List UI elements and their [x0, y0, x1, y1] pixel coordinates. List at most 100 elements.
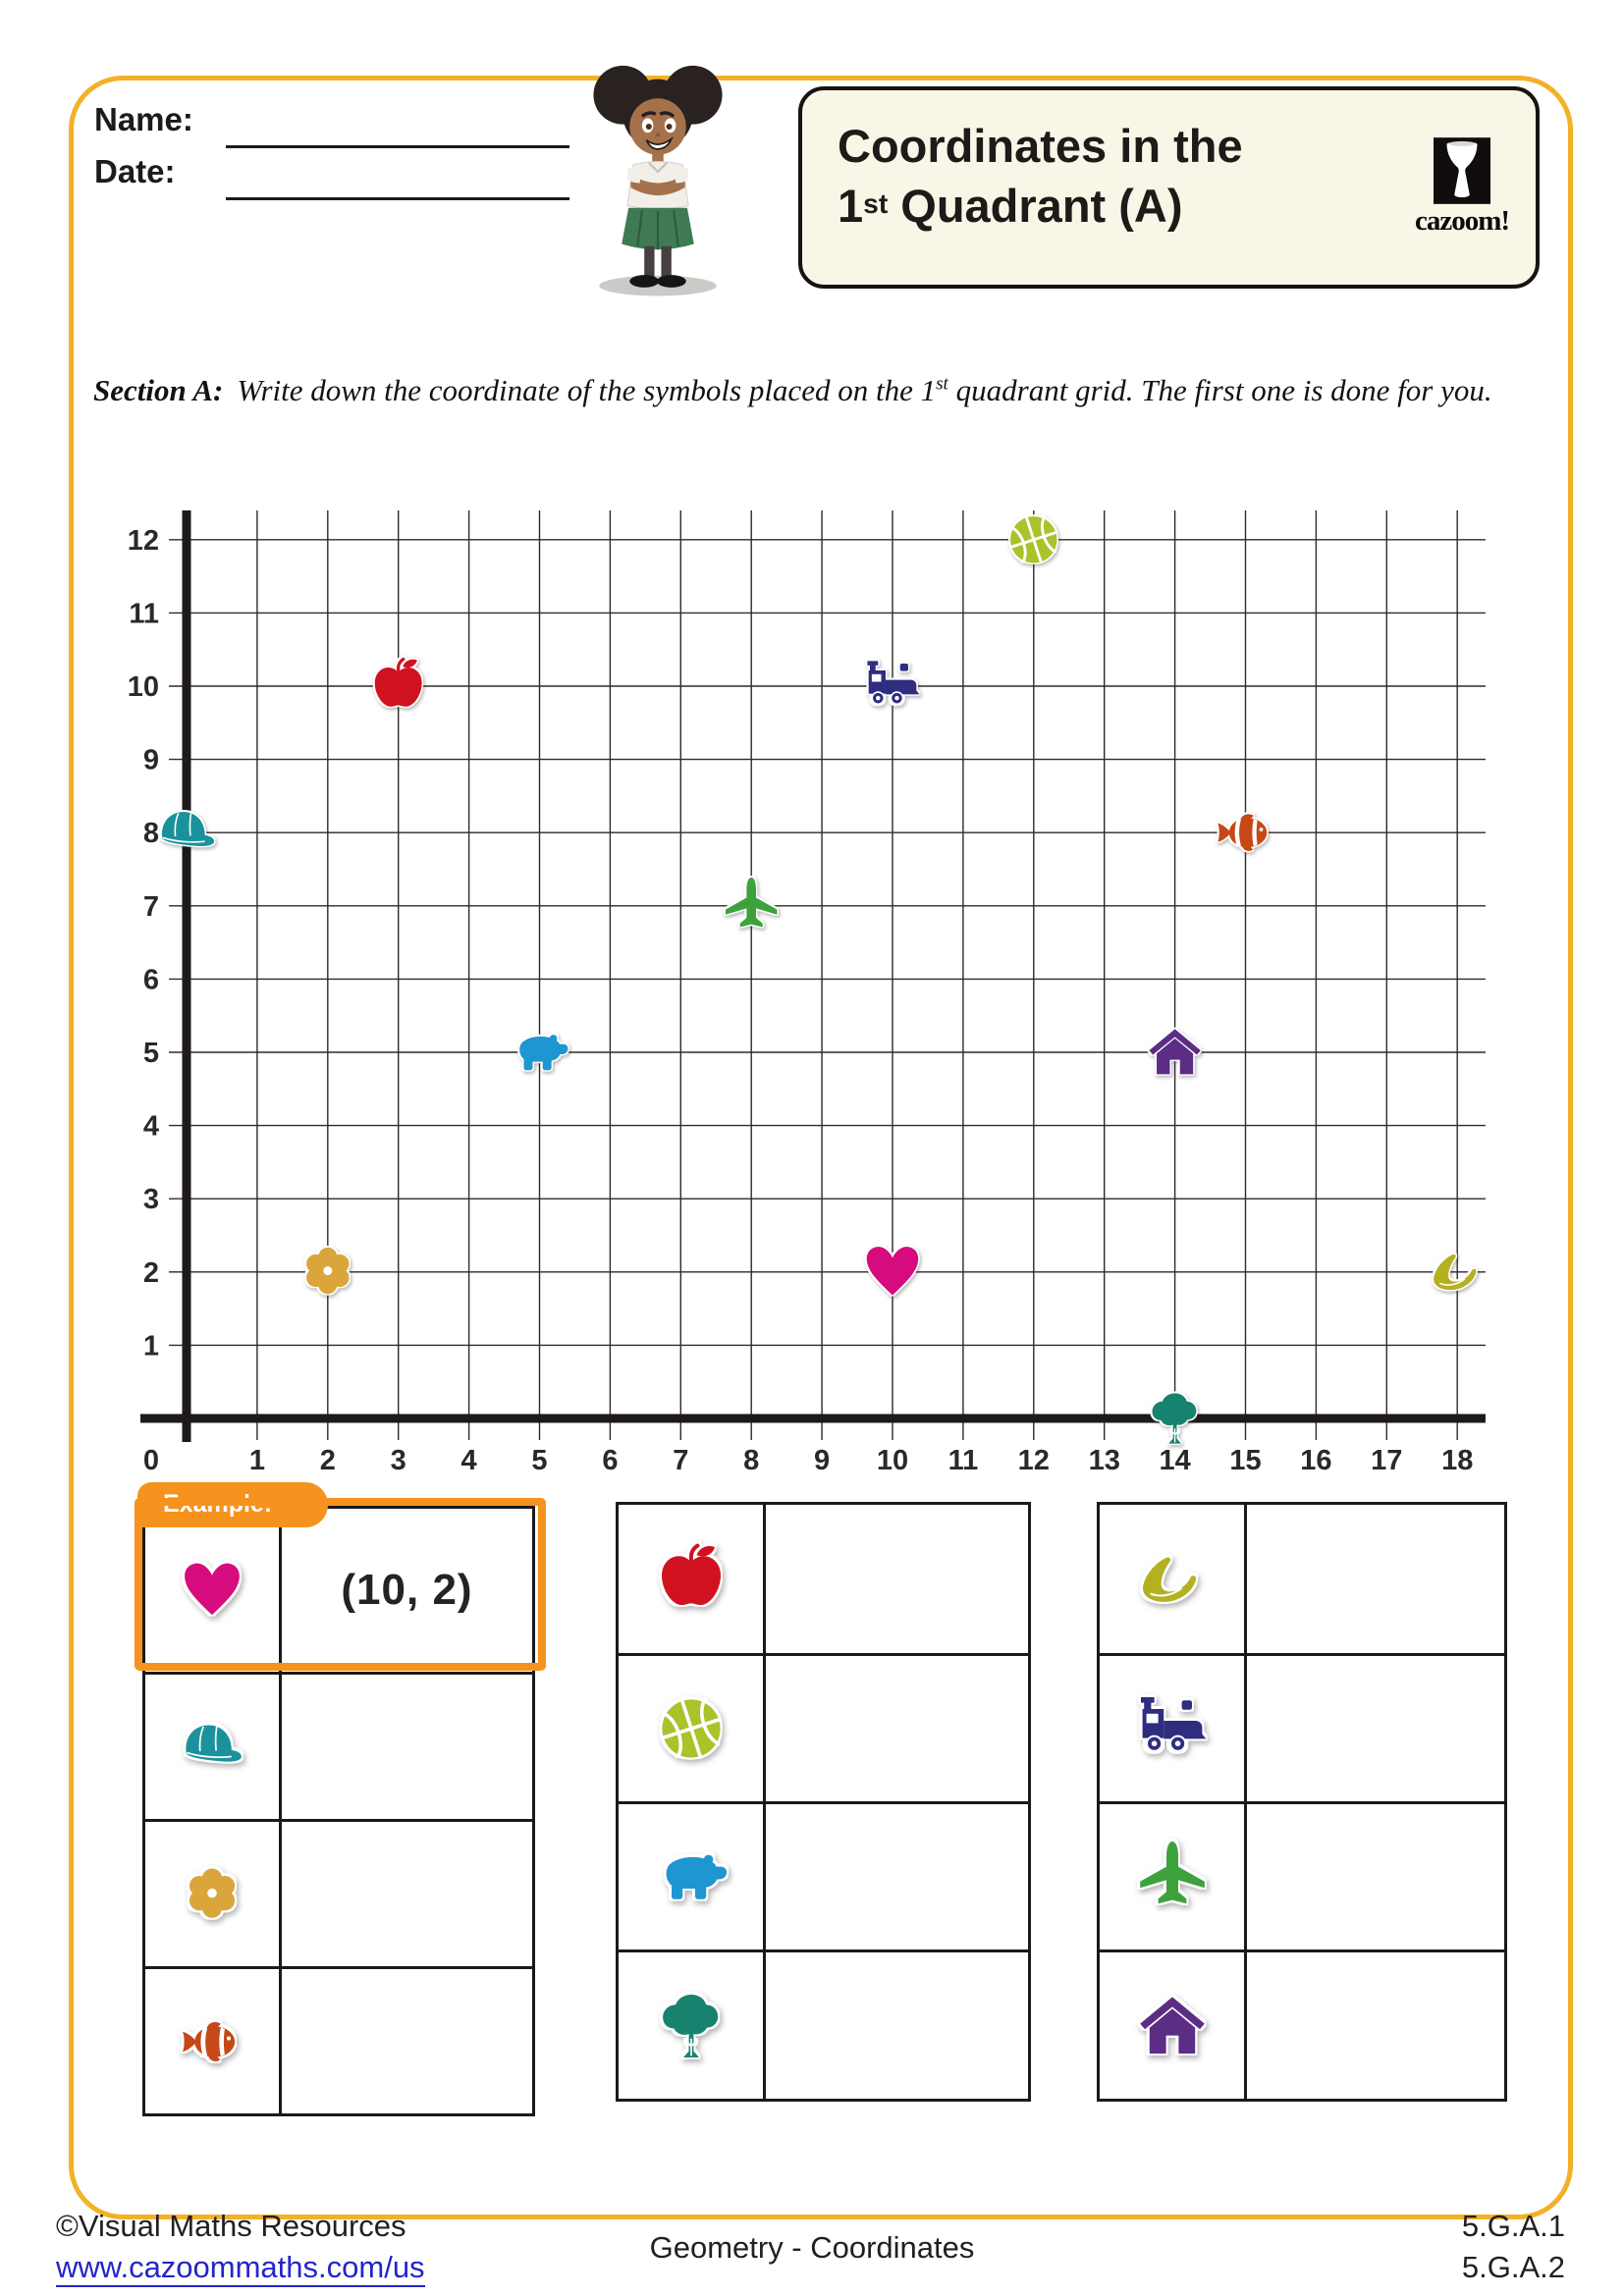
grid-symbol-train: [867, 661, 920, 706]
grid-symbol-cap: [161, 812, 215, 846]
table-row: [619, 1653, 1028, 1801]
answer-table-2: [616, 1502, 1031, 2102]
table-row: [145, 1819, 532, 1966]
clownfish-icon: [183, 2021, 236, 2061]
grid-symbol-flower: [306, 1247, 350, 1295]
grid-symbol-clownfish: [1218, 814, 1268, 852]
svg-text:18: 18: [1441, 1445, 1473, 1476]
table-row-example: (10, 2): [145, 1509, 532, 1672]
grid-symbol-airplane: [725, 878, 778, 928]
name-input-line[interactable]: [226, 145, 569, 148]
answer-cell-basketball[interactable]: [766, 1656, 1028, 1801]
symbol-cell-basketball: [619, 1656, 766, 1801]
grid-symbol-basketball: [1010, 516, 1057, 563]
svg-text:6: 6: [602, 1445, 618, 1476]
footer-standard-1: 5.G.A.1: [1461, 2209, 1565, 2243]
svg-text:8: 8: [143, 818, 159, 849]
cazoom-drum-icon: [1434, 137, 1490, 204]
table-row: [619, 1801, 1028, 1949]
symbol-cell-cap: [145, 1675, 282, 1819]
coordinate-grid: 0 1 2 3 4 5 6 7 8 9 10 11 12 13 14 15 16 17 18 1 2 3 4 5 6 7 8 9 10 1…: [74, 457, 1497, 1503]
answer-table-3: [1097, 1502, 1507, 2102]
symbol-cell-tree: [619, 1952, 766, 2099]
house-icon: [1139, 1996, 1205, 2054]
svg-text:0: 0: [143, 1445, 159, 1476]
section-a-label: Section A:: [93, 373, 224, 407]
answer-table-1: (10, 2): [142, 1506, 535, 2116]
answer-cell-bananas[interactable]: [1247, 1505, 1504, 1653]
answer-cell-flower[interactable]: [282, 1822, 532, 1966]
svg-text:5: 5: [531, 1445, 547, 1476]
grid-symbol-bear: [519, 1035, 568, 1071]
svg-text:4: 4: [143, 1111, 159, 1143]
date-label: Date:: [94, 153, 176, 189]
cazoom-logo: cazoom!: [1410, 137, 1514, 238]
cap-icon: [186, 1725, 242, 1762]
footer-copyright: ©Visual Maths Resources: [56, 2209, 406, 2243]
cazoom-logo-text: cazoom!: [1414, 205, 1510, 237]
grid-symbol-house: [1149, 1029, 1201, 1075]
name-label: Name:: [94, 101, 193, 137]
svg-text:13: 13: [1089, 1445, 1120, 1476]
svg-text:9: 9: [814, 1445, 830, 1476]
answer-cell-clownfish[interactable]: [282, 1969, 532, 2113]
table-row: [1100, 1505, 1504, 1653]
table-row: [1100, 1801, 1504, 1949]
answer-cell-apple[interactable]: [766, 1505, 1028, 1653]
svg-text:7: 7: [673, 1445, 688, 1476]
answer-cell-house[interactable]: [1247, 1952, 1504, 2099]
bear-icon: [666, 1854, 727, 1899]
footer-topic: Geometry - Coordinates: [649, 2230, 975, 2265]
page-border-frame: [69, 76, 1573, 2219]
svg-text:12: 12: [128, 525, 159, 557]
heart-icon: [185, 1563, 240, 1616]
svg-text:17: 17: [1371, 1445, 1402, 1476]
symbol-cell-heart: [145, 1509, 282, 1672]
svg-text:2: 2: [143, 1257, 159, 1289]
flower-icon: [189, 1867, 236, 1918]
svg-text:11: 11: [129, 598, 159, 629]
date-input-line[interactable]: [226, 197, 569, 200]
grid-symbol-tree: [1152, 1393, 1197, 1444]
svg-text:11: 11: [948, 1445, 979, 1476]
table-row: [619, 1505, 1028, 1653]
svg-text:4: 4: [461, 1445, 477, 1476]
symbol-cell-airplane: [1100, 1804, 1247, 1949]
svg-text:6: 6: [143, 964, 159, 995]
table-row: [145, 1672, 532, 1819]
table-row: [145, 1966, 532, 2113]
svg-text:7: 7: [143, 891, 159, 923]
basketball-icon: [661, 1699, 721, 1758]
svg-text:1: 1: [249, 1445, 265, 1476]
svg-text:8: 8: [743, 1445, 759, 1476]
footer-link[interactable]: www.cazoommaths.com/us: [56, 2250, 425, 2287]
cartoon-girl-illustration: [568, 61, 748, 303]
table-row: [1100, 1653, 1504, 1801]
answer-cell-heart[interactable]: (10, 2): [341, 1566, 473, 1614]
svg-text:3: 3: [143, 1184, 159, 1215]
svg-text:2: 2: [320, 1445, 336, 1476]
symbol-cell-flower: [145, 1822, 282, 1966]
symbol-cell-bananas: [1100, 1505, 1247, 1653]
svg-text:16: 16: [1300, 1445, 1331, 1476]
svg-text:14: 14: [1159, 1445, 1190, 1476]
svg-text:12: 12: [1018, 1445, 1050, 1476]
title-box: Coordinates in the 1st Quadrant (A) cazo…: [798, 86, 1540, 289]
answer-cell-tree[interactable]: [766, 1952, 1028, 2099]
bananas-icon: [1142, 1557, 1196, 1602]
svg-text:10: 10: [877, 1445, 908, 1476]
symbol-cell-train: [1100, 1656, 1247, 1801]
tree-icon: [662, 1994, 718, 2057]
answer-cell-bear[interactable]: [766, 1804, 1028, 1949]
footer-standard-2: 5.G.A.2: [1461, 2250, 1565, 2284]
answer-cell-train[interactable]: [1247, 1656, 1504, 1801]
svg-text:1: 1: [143, 1330, 159, 1362]
grid-symbol-apple: [374, 657, 422, 707]
example-tab: Example:: [137, 1482, 328, 1527]
apple-icon: [661, 1543, 721, 1605]
answer-cell-airplane[interactable]: [1247, 1804, 1504, 1949]
page-title: Coordinates in the 1st Quadrant (A): [838, 120, 1243, 233]
table-row: [619, 1949, 1028, 2099]
answer-cell-cap[interactable]: [282, 1675, 532, 1819]
